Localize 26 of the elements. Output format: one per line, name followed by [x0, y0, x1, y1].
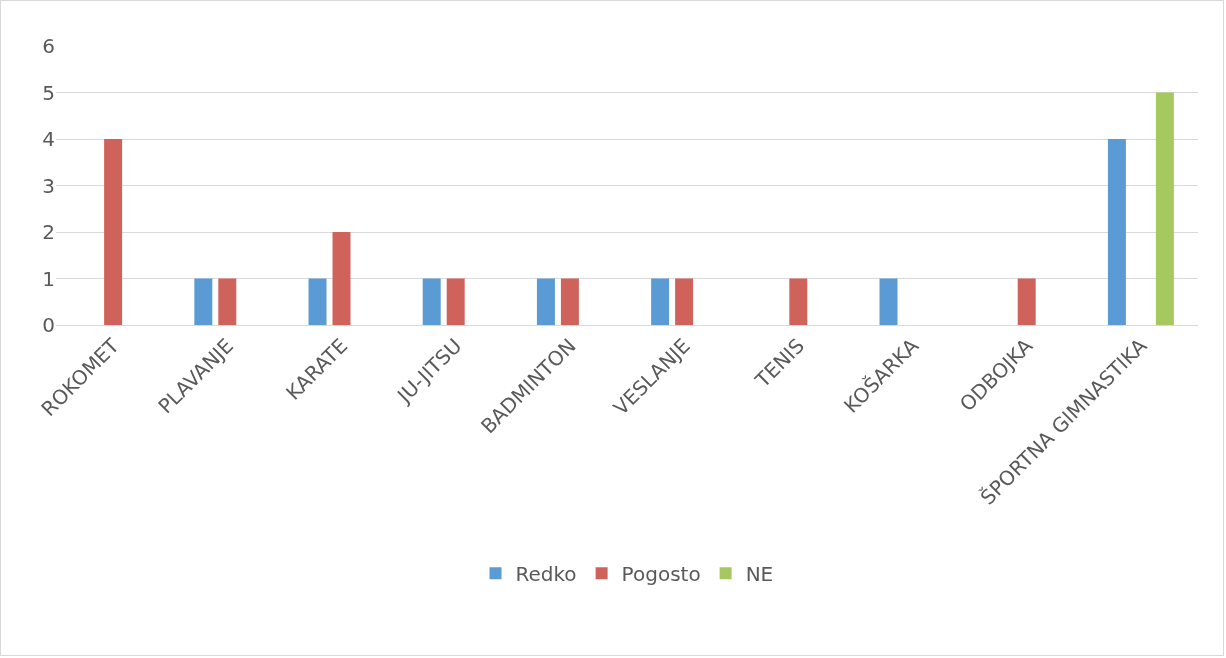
legend-label: Pogosto [621, 562, 701, 587]
bar [651, 278, 670, 325]
y-tick-label: 3 [42, 173, 55, 198]
y-tick-label: 5 [42, 80, 55, 105]
bar [218, 278, 237, 325]
y-tick-label: 2 [42, 220, 55, 244]
bar [422, 278, 441, 325]
y-tick-label: 0 [42, 313, 55, 337]
bar [879, 278, 898, 325]
y-tick-label: 6 [42, 34, 55, 58]
bar [1017, 278, 1036, 325]
y-tick-label: 4 [42, 127, 55, 151]
bar [789, 278, 808, 325]
bar [308, 278, 327, 325]
bar [536, 278, 555, 325]
bar [1155, 92, 1174, 325]
bar [675, 278, 694, 325]
bar [1107, 139, 1126, 325]
bar [560, 278, 579, 325]
bar [446, 278, 465, 325]
legend-label: Redko [515, 562, 577, 587]
y-tick-label: 1 [42, 266, 55, 291]
bar [332, 232, 351, 325]
legend-label: NE [745, 562, 774, 587]
bar [104, 139, 123, 325]
bar [194, 278, 213, 325]
